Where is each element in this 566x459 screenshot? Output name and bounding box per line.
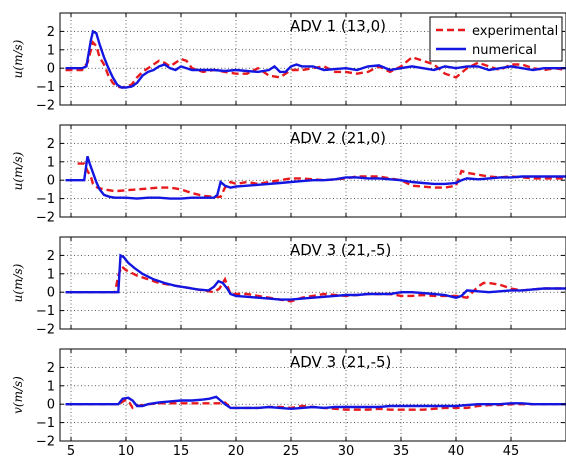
ytick-label-2: 2 (47, 137, 55, 152)
ytick-label-1: 1 (47, 267, 55, 282)
ytick-label--1: −1 (36, 304, 55, 319)
series-numerical-panel-1 (65, 29, 566, 89)
ytick-label-0: 0 (47, 62, 55, 77)
series-numerical-panel-4 (65, 395, 566, 411)
ytick-label--2: −2 (36, 435, 55, 450)
ytick-label-2: 2 (47, 361, 55, 376)
plot-frame (59, 236, 566, 330)
xtick-label-25: 25 (283, 444, 300, 459)
xtick-label-40: 40 (448, 444, 465, 459)
legend: experimental numerical (429, 16, 563, 62)
y-axis-label: u(m/s) (11, 263, 25, 302)
ytick-label--1: −1 (36, 192, 55, 207)
xtick-label-20: 20 (228, 444, 245, 459)
xtick-label-35: 35 (393, 444, 410, 459)
panel-4: 5 10 15 20 25 30 35 40 45 −2 −1 0 1 2 ADV 3 (21,-5) v(m… (11, 348, 566, 459)
y-axis-label: u(m/s) (11, 39, 25, 78)
panel-title: ADV 1 (13,0) (290, 17, 386, 35)
plot-frame (59, 12, 566, 106)
ytick-label--2: −2 (36, 323, 55, 338)
ytick-label-2: 2 (47, 249, 55, 264)
xtick-label-10: 10 (118, 444, 135, 459)
y-axis-label: u(m/s) (11, 151, 25, 190)
panel-2: −2 −1 0 1 2 ADV 2 (21,0) u(m/s) (11, 124, 566, 226)
y-axis-label: v(m/s) (11, 376, 25, 414)
xtick-label-15: 15 (173, 444, 190, 459)
panel-title: ADV 3 (21,-5) (290, 353, 391, 371)
legend-label-experimental: experimental (472, 24, 558, 39)
legend-label-numerical: numerical (472, 43, 537, 58)
ytick-label-1: 1 (47, 43, 55, 58)
xtick-label-45: 45 (503, 444, 520, 459)
series-numerical-panel-3 (65, 253, 566, 301)
ytick-label-0: 0 (47, 174, 55, 189)
series-numerical-panel-2 (65, 155, 566, 200)
series-experimental-panel-4 (65, 398, 566, 411)
plot-frame (59, 348, 566, 442)
ytick-label--1: −1 (36, 80, 55, 95)
panel-1: −2 −1 0 1 2 ADV 1 (13,0) u(m/s) (11, 12, 566, 114)
ytick-label-1: 1 (47, 379, 55, 394)
ytick-label-0: 0 (47, 398, 55, 413)
panel-title: ADV 3 (21,-5) (290, 241, 391, 259)
ytick-label--2: −2 (36, 99, 55, 114)
legend-box (429, 16, 563, 62)
panel-3: −2 −1 0 1 2 ADV 3 (21,-5) u(m/s) (11, 236, 566, 338)
series-experimental-panel-2 (77, 162, 566, 198)
panel-title: ADV 2 (21,0) (290, 129, 386, 147)
plot-frame (59, 124, 566, 218)
ytick-label--1: −1 (36, 416, 55, 431)
xtick-label-30: 30 (338, 444, 355, 459)
ytick-label-0: 0 (47, 286, 55, 301)
ytick-label-2: 2 (47, 25, 55, 40)
ytick-label-1: 1 (47, 155, 55, 170)
ytick-label--2: −2 (36, 211, 55, 226)
xtick-label-5: 5 (67, 444, 75, 459)
